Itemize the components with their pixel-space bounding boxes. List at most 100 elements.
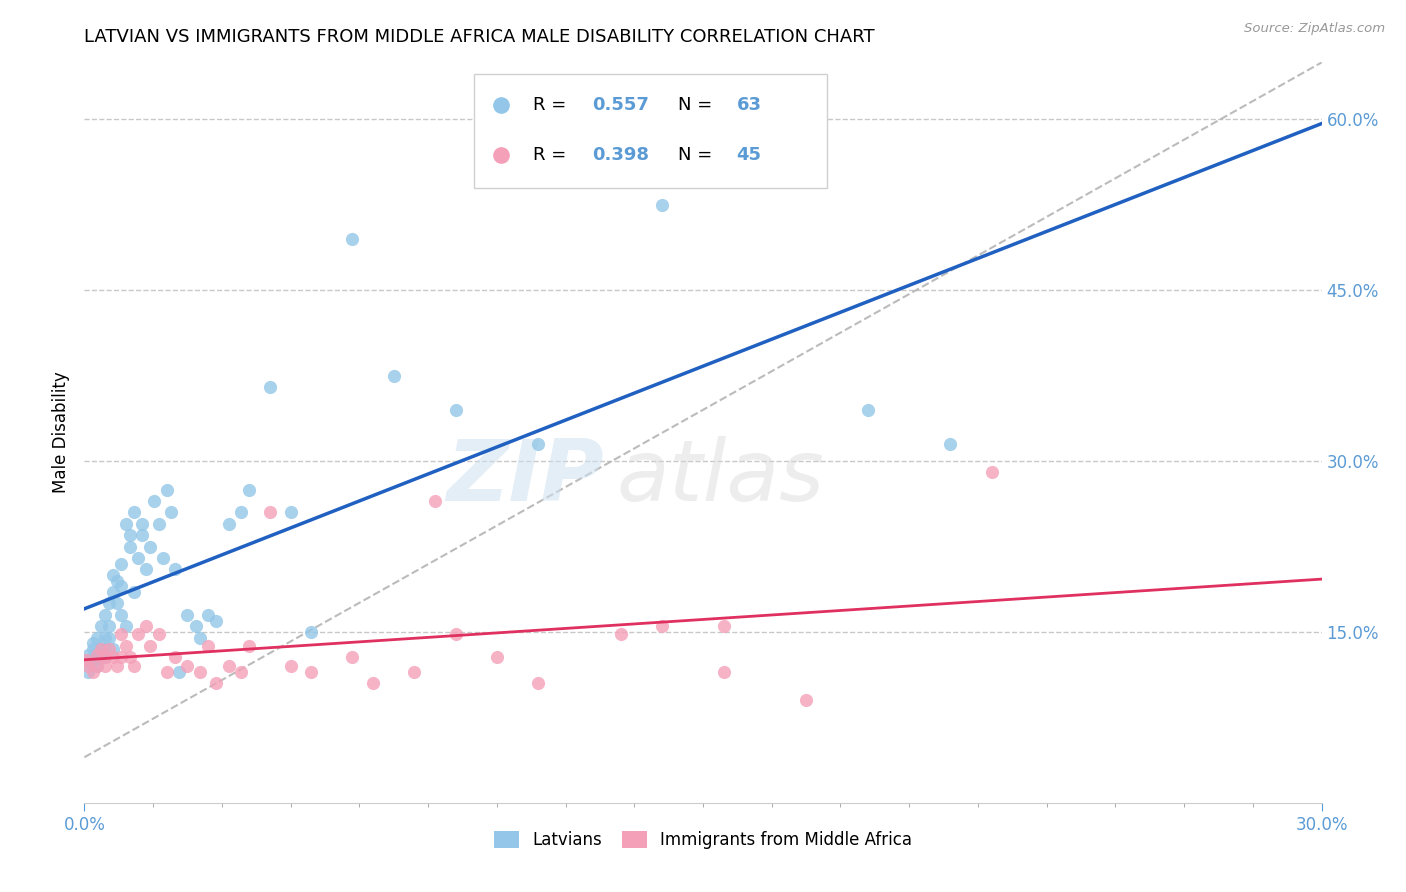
Point xyxy=(238,639,260,653)
Point xyxy=(114,639,136,653)
Point xyxy=(105,574,128,588)
Point xyxy=(651,198,673,212)
Point xyxy=(259,380,281,394)
Point xyxy=(82,636,104,650)
Point xyxy=(361,676,384,690)
Point xyxy=(127,627,149,641)
Point xyxy=(280,505,302,519)
Point xyxy=(299,624,322,639)
Point xyxy=(86,659,108,673)
Point xyxy=(114,516,136,531)
Point xyxy=(280,659,302,673)
Point xyxy=(188,665,211,679)
Point xyxy=(82,642,104,657)
Point xyxy=(86,648,108,662)
Legend: Latvians, Immigrants from Middle Africa: Latvians, Immigrants from Middle Africa xyxy=(485,822,921,857)
Point xyxy=(86,631,108,645)
Point xyxy=(82,653,104,667)
Point xyxy=(939,437,962,451)
Point xyxy=(160,505,183,519)
Point xyxy=(527,437,550,451)
Point xyxy=(342,232,364,246)
Point xyxy=(77,665,100,679)
Point xyxy=(238,483,260,497)
Point xyxy=(156,665,179,679)
Point xyxy=(342,650,364,665)
Point xyxy=(94,659,117,673)
Point xyxy=(713,619,735,633)
Point xyxy=(94,631,117,645)
Text: R =: R = xyxy=(533,146,572,164)
Point xyxy=(103,642,125,657)
Point xyxy=(77,659,100,673)
Point xyxy=(188,631,211,645)
Point xyxy=(980,466,1002,480)
Point xyxy=(122,659,145,673)
Point xyxy=(299,665,322,679)
Point xyxy=(75,653,97,667)
Y-axis label: Male Disability: Male Disability xyxy=(52,372,70,493)
Point xyxy=(75,653,97,667)
Point xyxy=(82,665,104,679)
Point xyxy=(110,627,132,641)
Point xyxy=(444,402,467,417)
Point xyxy=(131,528,153,542)
Text: 63: 63 xyxy=(737,95,762,113)
Point xyxy=(98,619,121,633)
Point xyxy=(148,627,170,641)
Point xyxy=(131,516,153,531)
Point xyxy=(103,585,125,599)
Point xyxy=(259,505,281,519)
Point xyxy=(444,627,467,641)
Point xyxy=(165,562,187,576)
Text: R =: R = xyxy=(533,95,572,113)
Point xyxy=(90,650,112,665)
Point xyxy=(229,505,252,519)
Point xyxy=(110,650,132,665)
Point xyxy=(176,607,198,622)
Point xyxy=(105,597,128,611)
Point xyxy=(794,693,817,707)
Point xyxy=(165,650,187,665)
Point xyxy=(143,494,166,508)
Point xyxy=(94,607,117,622)
Point xyxy=(184,619,207,633)
Point xyxy=(139,540,162,554)
Text: 45: 45 xyxy=(737,146,762,164)
Point xyxy=(110,607,132,622)
Point xyxy=(148,516,170,531)
Point xyxy=(90,642,112,657)
Point xyxy=(229,665,252,679)
Point xyxy=(122,585,145,599)
Text: 0.557: 0.557 xyxy=(592,95,648,113)
Point xyxy=(485,650,508,665)
Point xyxy=(197,639,219,653)
Point xyxy=(205,676,228,690)
Point xyxy=(527,676,550,690)
Point xyxy=(98,642,121,657)
Text: N =: N = xyxy=(678,95,718,113)
Point xyxy=(135,619,157,633)
Point xyxy=(609,627,631,641)
Point xyxy=(135,562,157,576)
Point xyxy=(139,639,162,653)
Point xyxy=(110,579,132,593)
Point xyxy=(423,494,446,508)
Point xyxy=(103,650,125,665)
Point xyxy=(94,650,117,665)
Point xyxy=(105,659,128,673)
Point xyxy=(856,402,879,417)
Point xyxy=(127,550,149,565)
Point xyxy=(713,665,735,679)
Point xyxy=(651,619,673,633)
Point xyxy=(197,607,219,622)
Point xyxy=(118,650,141,665)
Point xyxy=(94,642,117,657)
Point xyxy=(77,648,100,662)
Point xyxy=(103,568,125,582)
Text: N =: N = xyxy=(678,146,718,164)
Point xyxy=(218,659,240,673)
Point xyxy=(86,648,108,662)
Text: atlas: atlas xyxy=(616,435,824,518)
FancyBboxPatch shape xyxy=(474,73,827,188)
